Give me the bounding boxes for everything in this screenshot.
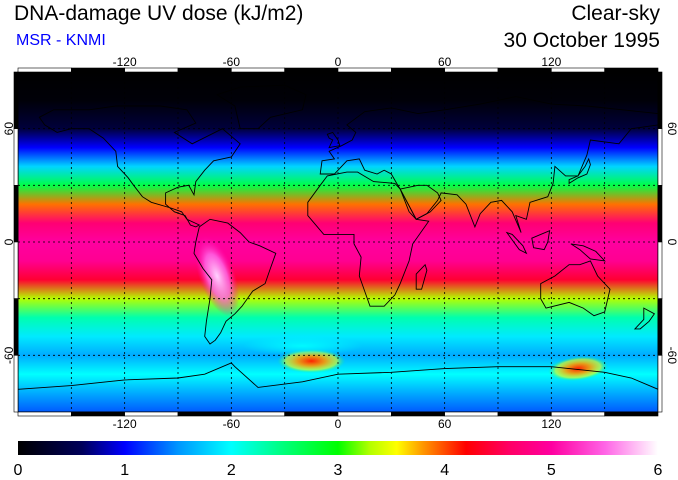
coast-sumatra <box>505 231 528 255</box>
coast-australia <box>540 260 611 317</box>
frame-bar-top <box>444 67 499 73</box>
condition-label: Clear-sky <box>571 2 660 25</box>
colorbar-label: 2 <box>227 462 236 479</box>
frame-bar-bottom <box>604 411 659 417</box>
frame-bar-bottom <box>551 411 605 417</box>
southern-ocean-band <box>242 335 363 356</box>
lon-tick-bottom: -60 <box>223 417 241 431</box>
frame-bar-top <box>604 67 659 73</box>
lat-tick-right: 0 <box>665 239 678 246</box>
frame-bar-bottom <box>177 411 232 417</box>
lon-tick-top: 0 <box>335 55 342 69</box>
source-label: MSR - KNMI <box>16 32 106 49</box>
lon-tick-bottom: 120 <box>541 417 561 431</box>
lat-tick-left: 60 <box>2 122 16 136</box>
coast-africa <box>307 171 430 307</box>
coast-uk <box>326 131 341 149</box>
colorbar-gradient <box>18 441 658 455</box>
coast-south-america <box>193 218 277 345</box>
frame-bar-top <box>284 67 339 73</box>
frame-bar-top <box>17 67 72 73</box>
hotspot-0 <box>194 236 240 316</box>
colorbar: 0 1 2 3 4 5 6 <box>14 441 663 479</box>
frame-border-bars <box>13 67 663 417</box>
lat-tick-right: 60 <box>665 122 678 136</box>
frame-bar-bottom <box>71 411 125 417</box>
colorbar-label: 3 <box>334 462 343 479</box>
hotspot-2 <box>548 356 608 381</box>
colorbar-labels: 0 1 2 3 4 5 6 <box>14 462 663 479</box>
frame-bar-left <box>13 71 19 129</box>
lat-tick-right: -60 <box>665 347 678 365</box>
coast-antarctica <box>18 362 658 390</box>
frame-bar-bottom <box>391 411 445 417</box>
graticule <box>18 72 658 412</box>
coast-north-america <box>38 105 241 228</box>
frame-bar-right <box>657 128 663 186</box>
frame-bar-bottom <box>124 411 179 417</box>
coast-new-zealand <box>633 307 656 330</box>
coast-new-guinea <box>570 243 606 262</box>
figure-title: DNA-damage UV dose (kJ/m2) <box>14 2 304 25</box>
frame-bar-bottom <box>231 411 285 417</box>
lon-tick-top: -120 <box>113 55 137 69</box>
frame-bar-bottom <box>497 411 552 417</box>
frame-bar-left <box>13 241 19 299</box>
frame-bar-right <box>657 71 663 129</box>
lon-tick-bottom: -120 <box>113 417 137 431</box>
frame-bar-right <box>657 185 663 243</box>
frame-bar-bottom <box>17 411 72 417</box>
frame-bar-bottom <box>337 411 392 417</box>
uv-heatmap <box>18 72 658 412</box>
axis-tick-labels: -120 -120 -60 -60 0 0 60 60 120 120 60 60 0 0 -60 -60 <box>2 55 678 431</box>
frame-bar-right <box>657 355 663 413</box>
coast-japan <box>568 157 591 185</box>
frame-bar-right <box>657 298 663 356</box>
coast-borneo <box>531 229 551 251</box>
frame-bar-right <box>657 241 663 299</box>
colorbar-label: 6 <box>654 462 663 479</box>
coast-arabia <box>399 184 442 220</box>
lon-tick-bottom: 60 <box>438 417 452 431</box>
coast-greenland <box>216 84 307 130</box>
lon-tick-top: 60 <box>438 55 452 69</box>
colorbar-label: 1 <box>120 462 129 479</box>
frame-bar-top <box>391 67 445 73</box>
colorbar-label: 4 <box>440 462 449 479</box>
colorbar-label: 5 <box>547 462 556 479</box>
date-label: 30 October 1995 <box>503 29 660 52</box>
frame-bar-left <box>13 128 19 186</box>
colorbar-label: 0 <box>14 462 23 479</box>
frame-bar-bottom <box>284 411 339 417</box>
coast-madagascar <box>415 263 428 290</box>
lat-tick-left: 0 <box>2 238 16 245</box>
frame-bar-left <box>13 185 19 243</box>
frame-bar-left <box>13 355 19 413</box>
continent-outlines <box>18 84 658 390</box>
lon-tick-top: 120 <box>541 55 561 69</box>
frame-bar-top <box>337 67 392 73</box>
lon-tick-top: -60 <box>223 55 241 69</box>
lat-tick-left: -60 <box>2 346 16 364</box>
lon-tick-bottom: 0 <box>335 417 342 431</box>
frame-bar-bottom <box>444 411 499 417</box>
